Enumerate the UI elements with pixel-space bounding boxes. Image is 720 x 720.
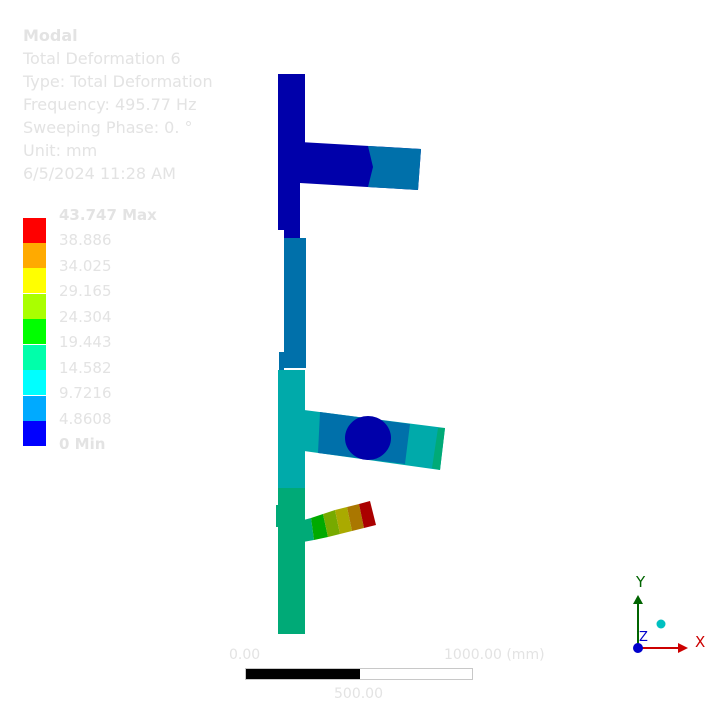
legend-value-label: 9.7216 (59, 384, 112, 402)
legend-row: 9.7216 (23, 384, 223, 410)
analysis-title: Modal (23, 26, 78, 45)
lower-arm-band-4 (335, 507, 352, 534)
triad-axes-icon (633, 595, 688, 653)
legend-swatch-cyan (23, 370, 46, 395)
legend-swatch-green (23, 319, 46, 344)
legend-row: 19.443 (23, 333, 223, 359)
legend-swatch-yellow (23, 268, 46, 293)
scale-bar (245, 668, 473, 680)
legend-max-label: 43.747 Max (59, 206, 157, 224)
legend-swatch-blue (23, 421, 46, 446)
middle-arm-core (345, 416, 391, 460)
legend-swatch-orange (23, 243, 46, 268)
legend-swatch-yellow-green (23, 294, 46, 319)
lower-arm-band-6 (359, 501, 376, 528)
legend-value-label: 24.304 (59, 308, 112, 326)
coordinate-triad[interactable]: Y X Z (600, 570, 710, 664)
y-axis-label: Y (636, 573, 646, 591)
legend-value-label: 34.025 (59, 257, 112, 275)
result-phase: Sweeping Phase: 0. ° (23, 118, 193, 137)
upper-arm-tip-band (368, 146, 421, 190)
result-frequency: Frequency: 495.77 Hz (23, 95, 197, 114)
legend-min-label: 0 Min (59, 435, 106, 453)
column-notch (279, 352, 284, 370)
result-timestamp: 6/5/2024 11:28 AM (23, 164, 176, 183)
scale-right-label: 1000.00 (mm) (444, 647, 545, 663)
lower-arm-band-3 (323, 510, 340, 537)
result-type: Type: Total Deformation (23, 72, 213, 91)
legend-row: 38.886 (23, 231, 223, 257)
scale-bar-black-segment (246, 669, 360, 679)
middle-arm-tip (432, 428, 445, 470)
x-axis-label: X (695, 633, 706, 651)
legend-value-label: 19.443 (59, 333, 112, 351)
lower-arm-band-2 (311, 514, 328, 540)
legend-swatch-red (23, 218, 46, 243)
legend-row: 29.165 (23, 282, 223, 308)
result-name: Total Deformation 6 (23, 49, 181, 68)
legend-value-label: 14.582 (59, 359, 112, 377)
column-upper-mid-segment (284, 238, 306, 368)
legend-row: 14.582 (23, 359, 223, 385)
scale-left-label: 0.00 (229, 647, 261, 663)
legend-swatch-spring-green (23, 345, 46, 370)
legend-row: 0 Min (23, 435, 223, 461)
legend-value-label: 4.8608 (59, 410, 112, 428)
legend-value-label: 38.886 (59, 231, 112, 249)
result-unit: Unit: mm (23, 141, 98, 160)
legend-row: 24.304 (23, 308, 223, 334)
legend-row: 43.747 Max (23, 206, 223, 232)
lower-arm-joint (276, 505, 286, 527)
z-axis-label: Z (639, 630, 648, 645)
legend-value-label: 29.165 (59, 282, 112, 300)
scale-mid-label: 500.00 (334, 686, 383, 702)
column-lower-mid-segment (278, 370, 305, 488)
legend-swatch-sky-blue (23, 396, 46, 421)
legend-row: 4.8608 (23, 410, 223, 436)
lower-arm-band-5 (347, 504, 364, 531)
legend-row: 34.025 (23, 257, 223, 283)
lower-arm-band-1 (300, 518, 314, 542)
result-info-panel: Modal Total Deformation 6 Type: Total De… (23, 24, 213, 185)
column-top-segment (278, 74, 305, 240)
